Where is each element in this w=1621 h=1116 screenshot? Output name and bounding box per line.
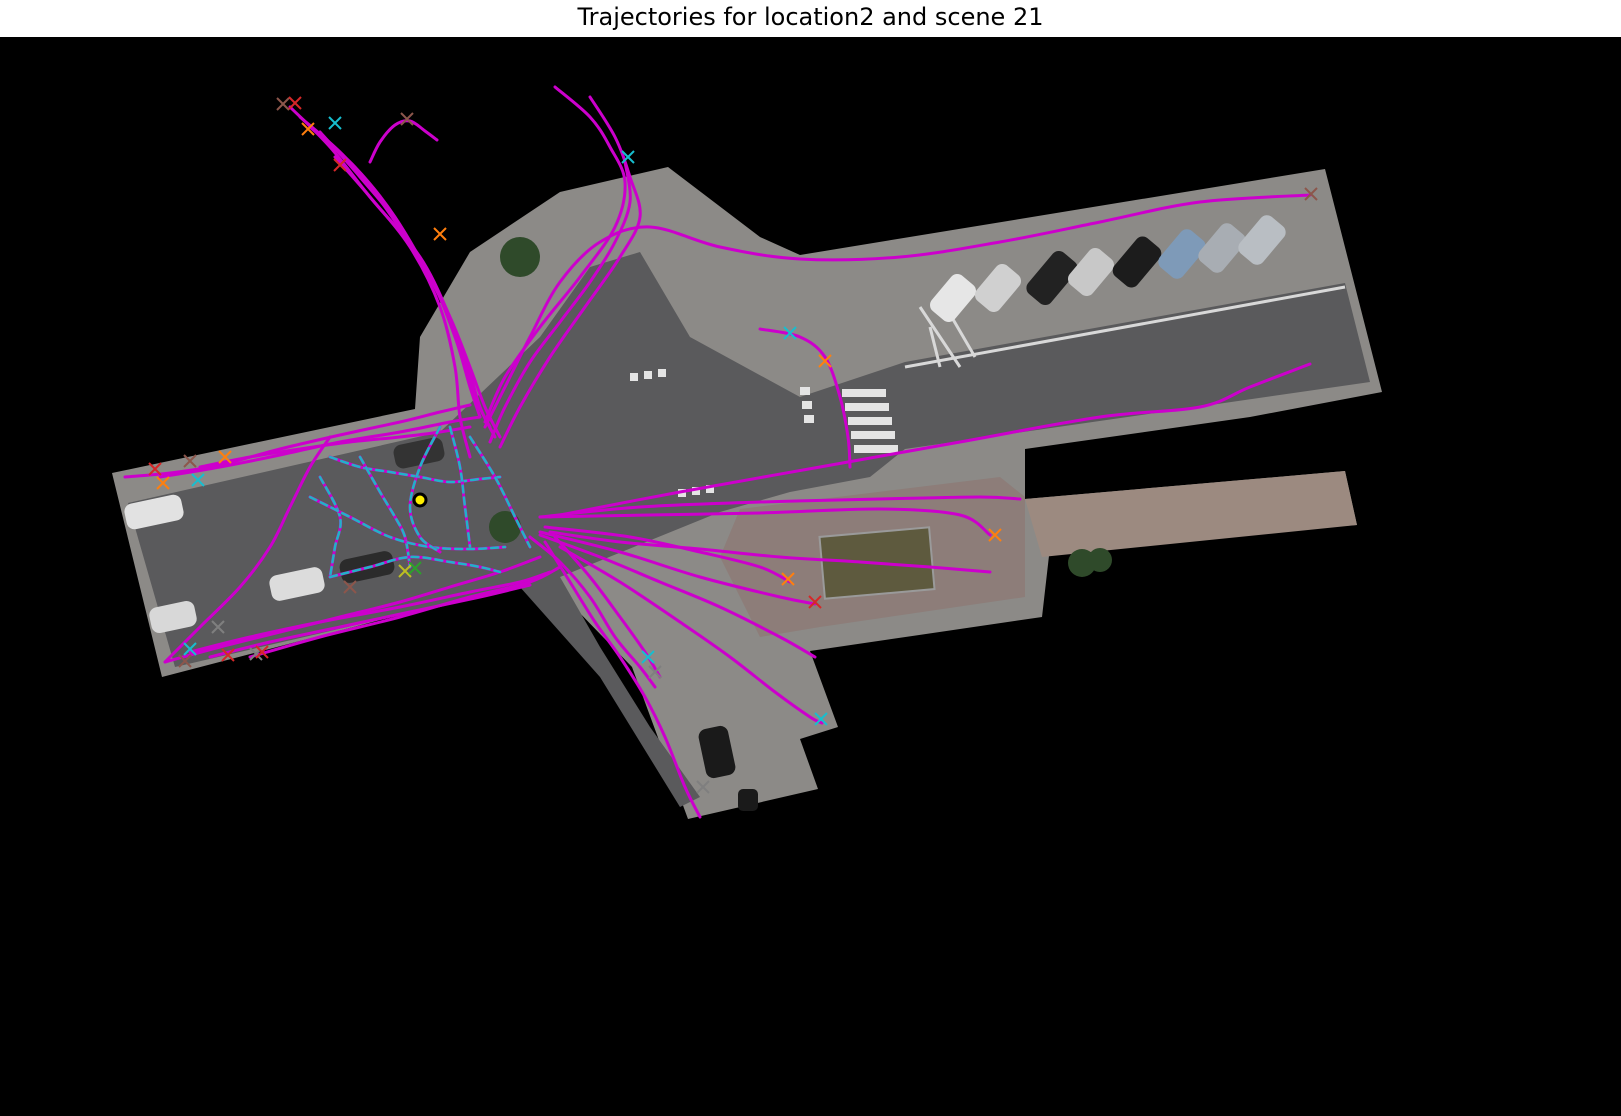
predicted-path-p04 — [468, 435, 532, 549]
endpoint-marker-26 — [211, 620, 225, 634]
endpoint-marker-19 — [808, 595, 822, 609]
endpoint-marker-layer — [148, 96, 1318, 794]
endpoint-marker-13 — [191, 473, 205, 487]
predicted-path-p08 — [408, 425, 442, 554]
endpoint-marker-22 — [814, 712, 828, 726]
endpoint-marker-14 — [218, 450, 232, 464]
endpoint-marker-11 — [818, 354, 832, 368]
trajectory-line-t22 — [538, 530, 817, 606]
predicted-path-p02 — [318, 475, 342, 579]
endpoint-marker-20 — [641, 650, 655, 664]
road-surface — [128, 252, 1370, 807]
trajectory-line-t29 — [548, 530, 992, 574]
trajectory-line-t30 — [528, 535, 657, 689]
trajectory-layer — [123, 85, 1312, 819]
trajectory-line-t21 — [543, 525, 792, 584]
trajectory-line-t20 — [538, 507, 992, 537]
endpoint-marker-31 — [408, 561, 422, 575]
trajectory-line-t08 — [488, 160, 632, 444]
trajectory-line-t09 — [368, 119, 439, 164]
predicted-path-p07 — [308, 495, 507, 551]
trajectory-line-t28 — [538, 533, 817, 659]
trajectory-line-t04 — [318, 130, 497, 439]
plaza-strip — [1025, 471, 1357, 557]
trajectory-line-t14 — [163, 555, 542, 664]
endpoint-marker-7 — [433, 227, 447, 241]
endpoint-marker-16 — [183, 454, 197, 468]
trajectory-line-t10 — [483, 193, 1312, 429]
trajectory-line-t25 — [543, 540, 702, 819]
endpoint-marker-24 — [183, 642, 197, 656]
trajectory-line-t27 — [558, 545, 824, 725]
predicted-path-p05 — [328, 555, 502, 579]
parked-cars — [124, 215, 1286, 811]
endpoint-marker-10 — [783, 326, 797, 340]
endpoint-marker-18 — [781, 572, 795, 586]
endpoint-marker-30 — [398, 564, 412, 578]
endpoint-marker-5 — [301, 122, 315, 136]
trajectory-line-t06 — [483, 85, 627, 424]
plot-area — [0, 37, 1621, 1116]
endpoint-marker-8 — [621, 150, 635, 164]
predicted-path-p01 — [328, 455, 502, 484]
endpoint-marker-1 — [276, 97, 290, 111]
predicted-path-p03 — [358, 455, 412, 569]
endpoint-marker-21 — [648, 665, 662, 679]
trajectory-line-t07 — [498, 95, 642, 449]
endpoint-marker-32 — [343, 580, 357, 594]
endpoint-marker-3 — [328, 116, 342, 130]
endpoint-marker-9 — [1304, 187, 1318, 201]
ego-vehicle-point — [412, 492, 428, 508]
trajectory-line-t15 — [188, 570, 552, 654]
trajectory-line-t13 — [198, 425, 472, 469]
trajectory-line-t18 — [163, 435, 332, 664]
endpoint-marker-2 — [288, 96, 302, 110]
trajectory-line-t17 — [248, 565, 562, 659]
predicted-path-p06 — [448, 425, 472, 549]
endpoint-marker-25 — [178, 654, 192, 668]
aerial-image — [112, 167, 1382, 819]
endpoint-marker-23 — [696, 780, 710, 794]
predicted-layer — [308, 425, 532, 579]
ego-layer — [412, 492, 428, 508]
trajectory-line-t19 — [538, 495, 1022, 519]
trajectory-line-t11 — [123, 403, 472, 479]
trees — [489, 237, 1112, 577]
chart-title: Trajectories for location2 and scene 21 — [577, 3, 1044, 31]
trajectory-line-t23 — [548, 362, 1312, 519]
trajectory-line-t16 — [208, 583, 532, 659]
endpoint-marker-29 — [255, 645, 269, 659]
endpoint-marker-27 — [221, 648, 235, 662]
endpoint-marker-17 — [988, 528, 1002, 542]
endpoint-marker-15 — [148, 462, 162, 476]
endpoint-marker-4 — [400, 112, 414, 126]
endpoint-marker-12 — [156, 476, 170, 490]
trajectory-line-t05 — [333, 155, 472, 459]
endpoint-marker-6 — [333, 158, 347, 172]
trajectory-line-t24 — [758, 327, 852, 469]
